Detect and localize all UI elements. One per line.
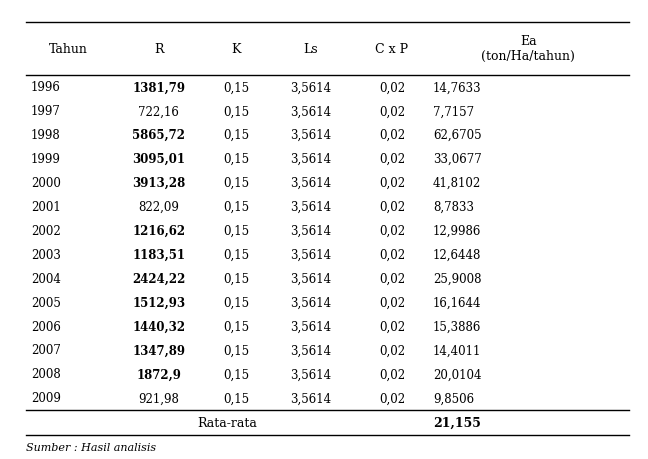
Text: 3,5614: 3,5614 bbox=[290, 296, 332, 309]
Text: 0,02: 0,02 bbox=[379, 81, 405, 94]
Text: 0,02: 0,02 bbox=[379, 153, 405, 166]
Text: 2003: 2003 bbox=[31, 248, 61, 261]
Text: 2000: 2000 bbox=[31, 177, 61, 190]
Text: 0,02: 0,02 bbox=[379, 344, 405, 357]
Text: 5865,72: 5865,72 bbox=[132, 129, 185, 142]
Text: 1999: 1999 bbox=[31, 153, 61, 166]
Text: 3,5614: 3,5614 bbox=[290, 153, 332, 166]
Text: 2001: 2001 bbox=[31, 201, 61, 213]
Text: 2424,22: 2424,22 bbox=[132, 272, 185, 285]
Text: 0,15: 0,15 bbox=[224, 272, 249, 285]
Text: 14,7633: 14,7633 bbox=[433, 81, 481, 94]
Text: 0,02: 0,02 bbox=[379, 129, 405, 142]
Text: Ls: Ls bbox=[304, 43, 318, 56]
Text: 1440,32: 1440,32 bbox=[132, 320, 185, 333]
Text: 33,0677: 33,0677 bbox=[433, 153, 481, 166]
Text: 0,02: 0,02 bbox=[379, 368, 405, 381]
Text: 12,6448: 12,6448 bbox=[433, 248, 481, 261]
Text: 0,15: 0,15 bbox=[224, 320, 249, 333]
Text: 0,02: 0,02 bbox=[379, 105, 405, 118]
Text: 7,7157: 7,7157 bbox=[433, 105, 474, 118]
Text: 0,15: 0,15 bbox=[224, 105, 249, 118]
Text: 1216,62: 1216,62 bbox=[132, 224, 185, 237]
Text: 3095,01: 3095,01 bbox=[132, 153, 185, 166]
Text: 3,5614: 3,5614 bbox=[290, 368, 332, 381]
Text: 0,02: 0,02 bbox=[379, 320, 405, 333]
Text: 0,02: 0,02 bbox=[379, 272, 405, 285]
Text: 0,02: 0,02 bbox=[379, 177, 405, 190]
Text: 1183,51: 1183,51 bbox=[132, 248, 185, 261]
Text: 21,155: 21,155 bbox=[433, 416, 481, 429]
Text: 2007: 2007 bbox=[31, 344, 61, 357]
Text: Sumber : Hasil analisis: Sumber : Hasil analisis bbox=[26, 442, 156, 452]
Text: 20,0104: 20,0104 bbox=[433, 368, 481, 381]
Text: Ea
(ton/Ha/tahun): Ea (ton/Ha/tahun) bbox=[481, 35, 575, 63]
Text: 0,02: 0,02 bbox=[379, 224, 405, 237]
Text: 2006: 2006 bbox=[31, 320, 61, 333]
Text: 0,15: 0,15 bbox=[224, 201, 249, 213]
Text: 3,5614: 3,5614 bbox=[290, 248, 332, 261]
Text: 0,15: 0,15 bbox=[224, 392, 249, 404]
Text: 722,16: 722,16 bbox=[138, 105, 179, 118]
Text: 9,8506: 9,8506 bbox=[433, 392, 474, 404]
Text: K: K bbox=[232, 43, 241, 56]
Text: 14,4011: 14,4011 bbox=[433, 344, 481, 357]
Text: 0,15: 0,15 bbox=[224, 177, 249, 190]
Text: 3,5614: 3,5614 bbox=[290, 272, 332, 285]
Text: 0,15: 0,15 bbox=[224, 344, 249, 357]
Text: 3,5614: 3,5614 bbox=[290, 81, 332, 94]
Text: 1872,9: 1872,9 bbox=[136, 368, 181, 381]
Text: 41,8102: 41,8102 bbox=[433, 177, 481, 190]
Text: 12,9986: 12,9986 bbox=[433, 224, 481, 237]
Text: 16,1644: 16,1644 bbox=[433, 296, 481, 309]
Text: 3,5614: 3,5614 bbox=[290, 320, 332, 333]
Text: 0,02: 0,02 bbox=[379, 296, 405, 309]
Text: Rata-rata: Rata-rata bbox=[197, 416, 257, 429]
Text: 0,15: 0,15 bbox=[224, 296, 249, 309]
Text: 822,09: 822,09 bbox=[138, 201, 179, 213]
Text: 0,15: 0,15 bbox=[224, 81, 249, 94]
Text: Tahun: Tahun bbox=[49, 43, 87, 56]
Text: 0,02: 0,02 bbox=[379, 201, 405, 213]
Text: 2004: 2004 bbox=[31, 272, 61, 285]
Text: 3,5614: 3,5614 bbox=[290, 177, 332, 190]
Text: 1996: 1996 bbox=[31, 81, 61, 94]
Text: 3,5614: 3,5614 bbox=[290, 105, 332, 118]
Text: 0,02: 0,02 bbox=[379, 248, 405, 261]
Text: 0,02: 0,02 bbox=[379, 392, 405, 404]
Text: 25,9008: 25,9008 bbox=[433, 272, 481, 285]
Text: 1997: 1997 bbox=[31, 105, 61, 118]
Text: 1347,89: 1347,89 bbox=[132, 344, 185, 357]
Text: 0,15: 0,15 bbox=[224, 248, 249, 261]
Text: 3,5614: 3,5614 bbox=[290, 129, 332, 142]
Text: 3,5614: 3,5614 bbox=[290, 224, 332, 237]
Text: 921,98: 921,98 bbox=[138, 392, 179, 404]
Text: 2005: 2005 bbox=[31, 296, 61, 309]
Text: R: R bbox=[154, 43, 163, 56]
Text: 3913,28: 3913,28 bbox=[132, 177, 185, 190]
Text: 1381,79: 1381,79 bbox=[132, 81, 185, 94]
Text: 0,15: 0,15 bbox=[224, 368, 249, 381]
Text: 0,15: 0,15 bbox=[224, 224, 249, 237]
Text: 8,7833: 8,7833 bbox=[433, 201, 474, 213]
Text: 0,15: 0,15 bbox=[224, 129, 249, 142]
Text: 0,15: 0,15 bbox=[224, 153, 249, 166]
Text: 2002: 2002 bbox=[31, 224, 61, 237]
Text: 2009: 2009 bbox=[31, 392, 61, 404]
Text: 2008: 2008 bbox=[31, 368, 61, 381]
Text: 62,6705: 62,6705 bbox=[433, 129, 481, 142]
Text: 3,5614: 3,5614 bbox=[290, 201, 332, 213]
Text: 3,5614: 3,5614 bbox=[290, 392, 332, 404]
Text: 1998: 1998 bbox=[31, 129, 61, 142]
Text: 15,3886: 15,3886 bbox=[433, 320, 481, 333]
Text: 3,5614: 3,5614 bbox=[290, 344, 332, 357]
Text: C x P: C x P bbox=[375, 43, 409, 56]
Text: 1512,93: 1512,93 bbox=[132, 296, 185, 309]
